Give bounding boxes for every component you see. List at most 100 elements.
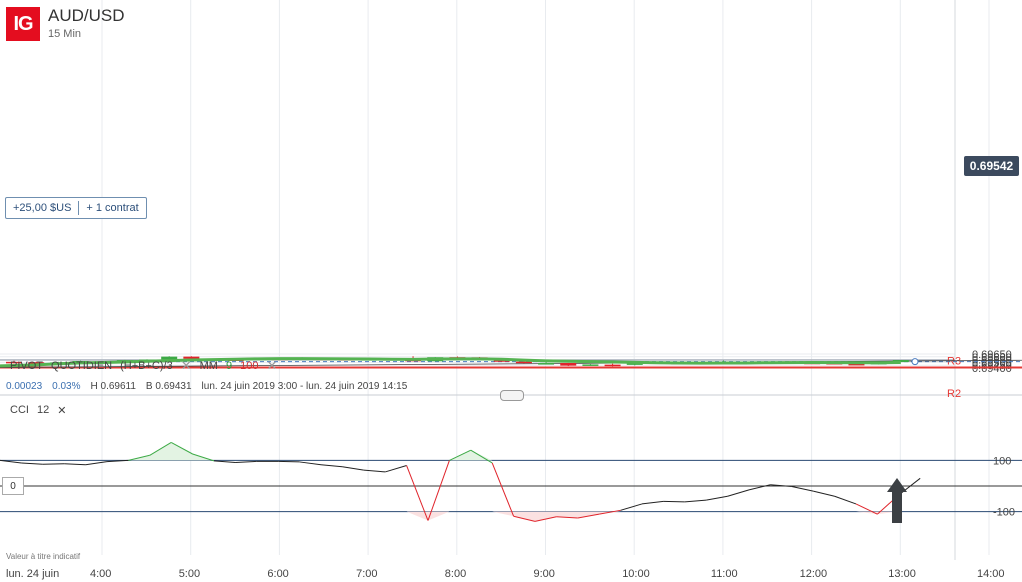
- candle-body: [604, 364, 621, 367]
- cci-line-segment: [663, 500, 685, 503]
- ma-label: MM: [199, 360, 218, 372]
- symbol-title: AUD/USD: [48, 6, 125, 25]
- cci-line-segment: [406, 465, 429, 521]
- cci-line-segment: [513, 515, 536, 522]
- disclaimer: Valeur à titre indicatif: [6, 552, 81, 561]
- pane-resize-handle[interactable]: [500, 390, 524, 401]
- close-ma-icon[interactable]: ✕: [266, 358, 278, 373]
- price-tick-label: 0.69400: [972, 363, 1012, 375]
- cci-line-segment: [170, 442, 193, 455]
- cci-zero-label: 0: [2, 477, 24, 495]
- cci-line-segment: [192, 453, 215, 462]
- cci-line-segment: [363, 469, 386, 473]
- cci-line-segment: [427, 460, 450, 521]
- candle-body: [560, 362, 577, 366]
- time-tick-label: 13:00: [888, 568, 916, 580]
- cci-line-segment: [385, 465, 407, 473]
- cci-line-segment: [834, 495, 857, 505]
- pivot-period: QUOTIDIEN: [51, 360, 113, 372]
- candle-body: [183, 356, 200, 359]
- close-cci-icon[interactable]: ✕: [57, 405, 67, 417]
- cci-line-segment: [534, 516, 557, 522]
- time-tick-label: 5:00: [179, 568, 200, 580]
- stat-high: H 0.69611: [90, 381, 136, 392]
- candle-body: [515, 361, 532, 364]
- close-pivot-icon[interactable]: ✕: [180, 358, 192, 373]
- price-tick-label: 0.69650: [972, 349, 1012, 361]
- cci-line-segment: [641, 500, 664, 505]
- cci-line-segment: [706, 495, 728, 501]
- timeframe-label: 15 Min: [48, 28, 82, 40]
- time-tick-label: 7:00: [356, 568, 377, 580]
- cci-line-segment: [748, 484, 771, 491]
- cci-line-segment: [278, 460, 300, 463]
- candle-body: [538, 363, 555, 365]
- ma-fast-period: 9: [225, 360, 233, 372]
- pivot-indicator-row[interactable]: PIVOT QUOTIDIEN (H+B+C)/3 ✕ MM 9 100 ✕: [10, 358, 277, 374]
- cci-line-segment: [599, 509, 621, 515]
- time-tick-label: 10:00: [622, 568, 650, 580]
- cci-line-segment: [21, 462, 43, 465]
- ig-logo: IG: [6, 7, 40, 41]
- cci-line-segment: [42, 463, 65, 465]
- up-arrow-icon: [887, 478, 907, 523]
- time-tick-label: lun. 24 juin: [6, 568, 59, 580]
- cci-line-segment: [64, 463, 86, 466]
- position-size: + 1 contrat: [86, 202, 139, 214]
- ma9-line: [0, 357, 901, 368]
- position-tag[interactable]: +25,00 $US + 1 contrat: [5, 197, 147, 219]
- stat-range: lun. 24 juin 2019 3:00 - lun. 24 juin 20…: [201, 381, 408, 392]
- time-tick-label: 12:00: [800, 568, 828, 580]
- candle-body: [848, 363, 865, 366]
- price-stats-row: 0.00023 0.03% H 0.69611 B 0.69431 lun. 2…: [6, 381, 407, 392]
- time-tick-label: 8:00: [445, 568, 466, 580]
- cci-line-segment: [342, 466, 364, 471]
- position-pnl: +25,00 $US: [13, 202, 72, 214]
- pivot-label-r2: R2: [947, 388, 961, 400]
- cci-line-segment: [85, 461, 108, 466]
- cci-line-segment: [235, 460, 257, 463]
- candle-body: [6, 361, 22, 364]
- time-tick-label: 9:00: [534, 568, 555, 580]
- candle-body: [582, 364, 599, 366]
- cci-tick-label: 100: [993, 455, 1011, 467]
- cci-line-segment: [0, 459, 22, 464]
- time-tick-label: 6:00: [267, 568, 288, 580]
- price-tick-label: 0.69450: [972, 360, 1012, 372]
- cci-line-segment: [684, 499, 707, 503]
- cci-line-segment: [898, 477, 921, 496]
- cci-line-segment: [213, 460, 236, 463]
- cci-name: CCI: [10, 404, 29, 416]
- cci-line-segment: [770, 484, 792, 488]
- cci-oversold-fill: [0, 511, 921, 522]
- cci-line-segment: [727, 489, 750, 497]
- cci-line-segment: [855, 503, 878, 515]
- candle-body: [28, 362, 45, 364]
- cci-line-segment: [106, 459, 129, 463]
- position-marker: [911, 358, 919, 366]
- stat-change-pct: 0.03%: [52, 381, 81, 392]
- cci-indicator-row[interactable]: CCI 12 ✕: [10, 404, 66, 417]
- cci-line-segment: [128, 454, 150, 461]
- stat-change: 0.00023: [6, 381, 43, 392]
- cci-line-segment: [791, 486, 814, 492]
- cci-period: 12: [36, 404, 50, 416]
- cci-overbought-fill: [0, 442, 921, 461]
- cci-line-segment: [299, 461, 322, 466]
- time-tick-label: 14:00: [977, 568, 1005, 580]
- cci-line-segment: [491, 462, 515, 517]
- pivot-name: PIVOT: [10, 360, 44, 372]
- cci-line-segment: [620, 503, 643, 511]
- time-tick-label: 4:00: [90, 568, 111, 580]
- cci-line-segment: [813, 490, 835, 497]
- cci-line-segment: [470, 449, 493, 464]
- cci-line-segment: [449, 449, 472, 461]
- cci-line-segment: [577, 513, 600, 519]
- cci-line-segment: [320, 464, 343, 468]
- cci-tick-label: -100: [993, 507, 1015, 519]
- candle-body: [161, 356, 178, 360]
- position-tag-divider: [78, 201, 80, 215]
- current-price-label: 0.69542: [964, 156, 1019, 176]
- pivot-formula: (H+B+C)/3: [120, 360, 173, 372]
